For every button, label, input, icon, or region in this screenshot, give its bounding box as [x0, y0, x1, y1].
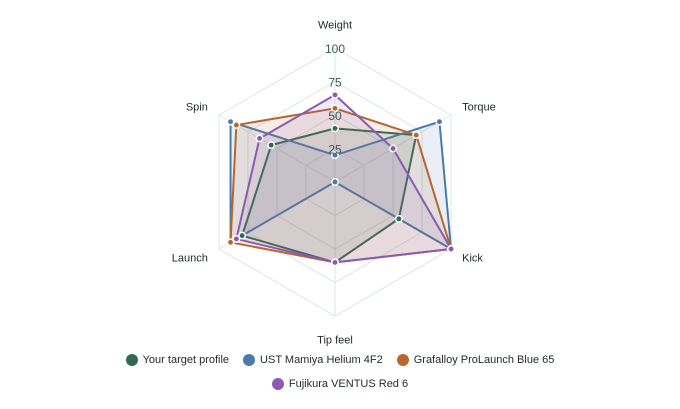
legend-item[interactable]: Your target profile — [125, 354, 230, 366]
data-point[interactable] — [238, 231, 247, 240]
data-point[interactable] — [331, 151, 339, 160]
legend-item[interactable]: Grafalloy ProLaunch Blue 65 — [396, 354, 555, 366]
axis-label: Launch — [172, 253, 208, 265]
data-point[interactable] — [232, 235, 241, 243]
legend-label: UST Mamiya Helium 4F2 — [260, 354, 383, 366]
axis-label: Tip feel — [317, 334, 353, 346]
data-point[interactable] — [267, 141, 276, 150]
tick-label: 25 — [328, 143, 342, 157]
data-point[interactable] — [232, 121, 241, 130]
legend-swatch-icon — [271, 378, 284, 390]
legend-item[interactable]: UST Mamiya Helium 4F2 — [243, 354, 383, 366]
data-point[interactable] — [412, 131, 421, 140]
data-point[interactable] — [447, 245, 455, 253]
legend-swatch-icon — [396, 354, 409, 366]
data-point[interactable] — [435, 117, 444, 126]
series-layer — [226, 90, 455, 267]
axis-label: Torque — [462, 101, 496, 113]
tick-label: 100 — [325, 42, 345, 56]
data-point[interactable] — [394, 214, 403, 223]
legend-label: Grafalloy ProLaunch Blue 65 — [413, 354, 555, 366]
data-point[interactable] — [331, 90, 339, 99]
legend-swatch-icon — [125, 354, 138, 366]
axis-label: Weight — [318, 20, 352, 32]
legend: Your target profile UST Mamiya Helium 4F2… — [0, 348, 680, 396]
data-point[interactable] — [226, 117, 235, 126]
legend-label: Your target profile — [142, 354, 230, 366]
tick-label: 75 — [328, 76, 342, 90]
axis-label: Spin — [186, 101, 208, 113]
legend-row: Your target profile UST Mamiya Helium 4F2… — [0, 348, 680, 372]
data-point[interactable] — [226, 238, 235, 247]
legend-item[interactable]: Fujikura VENTUS Red 6 — [271, 378, 409, 390]
data-point[interactable] — [331, 258, 339, 267]
data-point[interactable] — [331, 124, 339, 133]
data-point[interactable] — [331, 178, 339, 186]
legend-swatch-icon — [243, 354, 256, 366]
legend-row: Fujikura VENTUS Red 6 — [0, 372, 680, 396]
tick-label: 50 — [328, 109, 342, 123]
tick-labels: 25 50 75 100 — [325, 42, 345, 157]
axis-labels: Weight Torque Kick Tip feel Launch Spin — [172, 20, 496, 347]
data-point[interactable] — [331, 104, 339, 113]
legend-label: Fujikura VENTUS Red 6 — [288, 378, 409, 390]
data-point[interactable] — [255, 134, 264, 143]
axis-label: Kick — [462, 253, 483, 265]
data-point[interactable] — [389, 144, 397, 153]
